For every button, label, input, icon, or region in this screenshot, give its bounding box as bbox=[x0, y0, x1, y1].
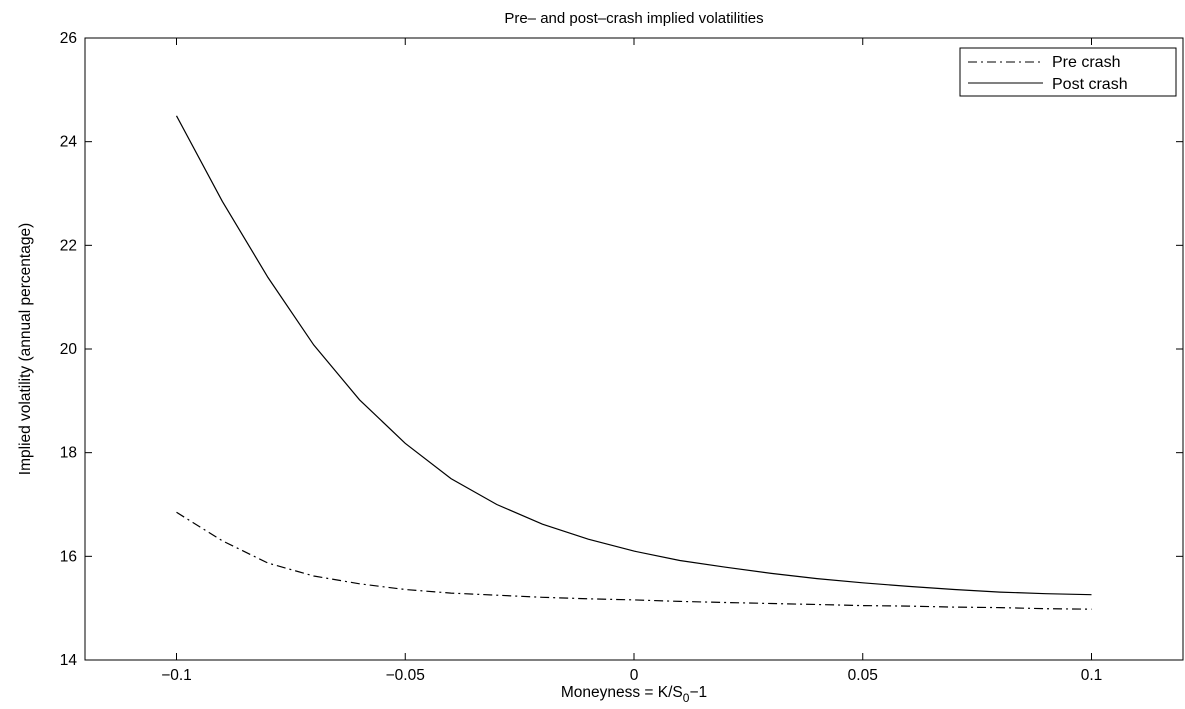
legend-label-pre-crash: Pre crash bbox=[1052, 54, 1120, 71]
x-tick-label: −0.1 bbox=[161, 667, 192, 684]
y-tick-label: 20 bbox=[60, 341, 78, 358]
chart-title: Pre– and post–crash implied volatilities bbox=[504, 10, 763, 27]
x-axis-label-main: Moneyness = K/S bbox=[561, 684, 683, 701]
tick-labels: −0.1 −0.05 0 0.05 0.1 14 16 18 20 22 24 26 bbox=[60, 30, 1103, 684]
x-tick-label: 0.05 bbox=[848, 667, 878, 684]
x-tick-label: 0.1 bbox=[1081, 667, 1103, 684]
series-line-post-crash bbox=[175, 115, 1092, 596]
y-tick-label: 24 bbox=[60, 134, 78, 151]
y-tick-label: 26 bbox=[60, 30, 77, 47]
x-axis-label-tail: −1 bbox=[689, 684, 707, 701]
y-tick-label: 14 bbox=[60, 652, 78, 669]
legend: Pre crash Post crash bbox=[959, 47, 1177, 97]
y-axis-label: Implied volatility (annual percentage) bbox=[17, 223, 34, 475]
x-tick-label: −0.05 bbox=[386, 667, 425, 684]
series-lines bbox=[175, 115, 1092, 610]
y-tick-label: 18 bbox=[60, 445, 77, 462]
legend-box bbox=[959, 47, 1177, 97]
y-tick-label: 22 bbox=[60, 237, 77, 254]
x-tick-label: 0 bbox=[630, 667, 639, 684]
ticks bbox=[85, 37, 1183, 661]
legend-label-post-crash: Post crash bbox=[1052, 76, 1128, 93]
y-tick-label: 16 bbox=[60, 548, 77, 565]
x-axis-label-subscript: 0 bbox=[683, 691, 690, 705]
x-axis-label: Moneyness = K/S0−1 bbox=[561, 684, 707, 705]
plot-area bbox=[84, 37, 1184, 661]
